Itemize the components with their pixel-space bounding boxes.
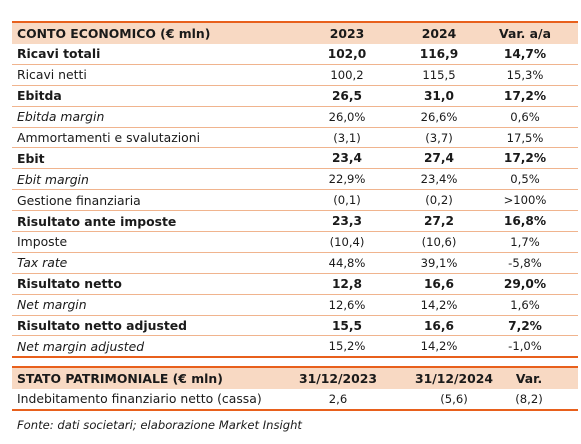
row-value: 27,2 — [423, 214, 455, 229]
row-label: Ammortamenti e svalutazioni — [17, 130, 201, 145]
row-label: Ebit margin — [17, 171, 89, 187]
row-value: 1,7% — [510, 234, 540, 249]
balance-header-var: Var. — [515, 371, 543, 386]
table-row: Tax rate 44,8% 39,1% -5,8% — [12, 253, 578, 274]
row-value: (10,4) — [329, 234, 365, 249]
balance-header-row: STATO PATRIMONIALE (€ mln) 31/12/2023 31… — [12, 366, 578, 389]
row-value: 22,9% — [328, 172, 366, 187]
row-value: 0,6% — [510, 109, 540, 124]
income-header-2023: 2023 — [329, 26, 365, 41]
income-body: Ricavi totali 102,0 116,9 14,7% Ricavi netti… — [12, 44, 578, 359]
row-label: Net margin — [17, 297, 87, 313]
row-value: 16,6 — [423, 276, 455, 291]
balance-header-label: STATO PATRIMONIALE (€ mln) — [17, 371, 223, 386]
row-value: 15,5 — [331, 318, 363, 333]
source-note: Fonte: dati societari; elaborazione Mark… — [17, 418, 302, 432]
row-value: (8,2) — [515, 391, 543, 406]
row-value: 29,0% — [503, 276, 547, 291]
row-value: (3,7) — [425, 130, 453, 145]
table-row: Ebitda margin 26,0% 26,6% 0,6% — [12, 107, 578, 128]
row-label: Gestione finanziaria — [17, 192, 141, 208]
row-value: 26,6% — [420, 109, 458, 124]
income-header-label: CONTO ECONOMICO (€ mln) — [17, 26, 211, 41]
row-value: 1,6% — [510, 297, 540, 312]
row-value: 39,1% — [420, 255, 458, 270]
row-value: 16,8% — [503, 214, 547, 229]
table-row: Gestione finanziaria (0,1) (0,2) >100% — [12, 190, 578, 212]
row-value: 116,9 — [419, 46, 459, 61]
table-row: Imposte (10,4) (10,6) 1,7% — [12, 232, 578, 253]
table-row: Net margin 12,6% 14,2% 1,6% — [12, 295, 578, 316]
row-value: 23,3 — [331, 214, 363, 229]
table-row: Net margin adjusted 15,2% 14,2% -1,0% — [12, 336, 578, 359]
table-row: Ebit 23,4 27,4 17,2% — [12, 148, 578, 170]
row-value: (0,2) — [425, 193, 453, 208]
row-value: 14,2% — [420, 297, 458, 312]
table-row: Risultato netto 12,8 16,6 29,0% — [12, 274, 578, 295]
row-value: 17,2% — [503, 151, 547, 166]
balance-body: Indebitamento finanziario netto (cassa) 2… — [12, 389, 578, 411]
balance-header-2024: 31/12/2024 — [414, 371, 494, 386]
row-value: (10,6) — [421, 234, 457, 249]
row-label: Ebit — [17, 150, 45, 166]
row-value: 12,8 — [331, 276, 363, 291]
row-label: Indebitamento finanziario netto (cassa) — [17, 391, 262, 407]
row-value: (0,1) — [333, 193, 361, 208]
row-value: 17,2% — [503, 88, 547, 103]
row-label: Ricavi totali — [17, 46, 101, 62]
row-label: Risultato netto adjusted — [17, 318, 188, 334]
row-value: 26,0% — [328, 109, 366, 124]
row-value: 14,2% — [420, 339, 458, 354]
row-value: (5,6) — [440, 391, 468, 406]
row-value: 16,6 — [423, 318, 455, 333]
row-value: 102,0 — [327, 46, 367, 61]
balance-sheet-table: STATO PATRIMONIALE (€ mln) 31/12/2023 31… — [12, 366, 578, 411]
row-value: 15,2% — [328, 339, 366, 354]
balance-header-2023: 31/12/2023 — [298, 371, 378, 386]
row-value: 14,7% — [503, 46, 547, 61]
income-header-2024: 2024 — [421, 26, 457, 41]
table-row: Indebitamento finanziario netto (cassa) 2… — [12, 389, 578, 411]
table-row: Ebit margin 22,9% 23,4% 0,5% — [12, 169, 578, 191]
row-value: 2,6 — [328, 391, 348, 406]
table-row: Ammortamenti e svalutazioni (3,1) (3,7) 17,… — [12, 128, 578, 149]
row-value: 115,5 — [422, 67, 456, 82]
row-label: Risultato netto — [17, 276, 122, 292]
table-row: Ebitda 26,5 31,0 17,2% — [12, 86, 578, 107]
row-value: 44,8% — [328, 255, 366, 270]
row-value: 0,5% — [510, 172, 540, 187]
row-value: 17,5% — [506, 130, 544, 145]
row-value: 23,4 — [331, 151, 363, 166]
row-value: 7,2% — [508, 318, 542, 333]
row-label: Ebitda — [17, 88, 62, 104]
row-value: 15,3% — [506, 67, 544, 82]
row-value: 27,4 — [423, 151, 455, 166]
row-value: 23,4% — [420, 172, 458, 187]
row-value: -5,8% — [508, 255, 542, 270]
row-label: Net margin adjusted — [17, 338, 145, 354]
row-value: -1,0% — [508, 339, 542, 354]
income-statement-table: CONTO ECONOMICO (€ mln) 2023 2024 Var. a… — [12, 21, 578, 359]
table-row: Risultato netto adjusted 15,5 16,6 7,2% — [12, 316, 578, 337]
row-value: 12,6% — [328, 297, 366, 312]
income-header-var: Var. a/a — [499, 26, 551, 41]
table-row: Ricavi netti 100,2 115,5 15,3% — [12, 65, 578, 86]
row-label: Ricavi netti — [17, 67, 87, 83]
row-value: 26,5 — [331, 88, 363, 103]
row-value: 31,0 — [423, 88, 455, 103]
row-label: Ebitda margin — [17, 109, 105, 125]
row-label: Imposte — [17, 234, 68, 250]
table-row: Ricavi totali 102,0 116,9 14,7% — [12, 44, 578, 65]
table-row: Risultato ante imposte 23,3 27,2 16,8% — [12, 211, 578, 233]
income-header-row: CONTO ECONOMICO (€ mln) 2023 2024 Var. a… — [12, 21, 578, 44]
row-label: Tax rate — [17, 255, 68, 271]
row-value: (3,1) — [333, 130, 361, 145]
row-label: Risultato ante imposte — [17, 213, 177, 229]
row-value: 100,2 — [330, 67, 364, 82]
row-value: >100% — [503, 193, 547, 208]
